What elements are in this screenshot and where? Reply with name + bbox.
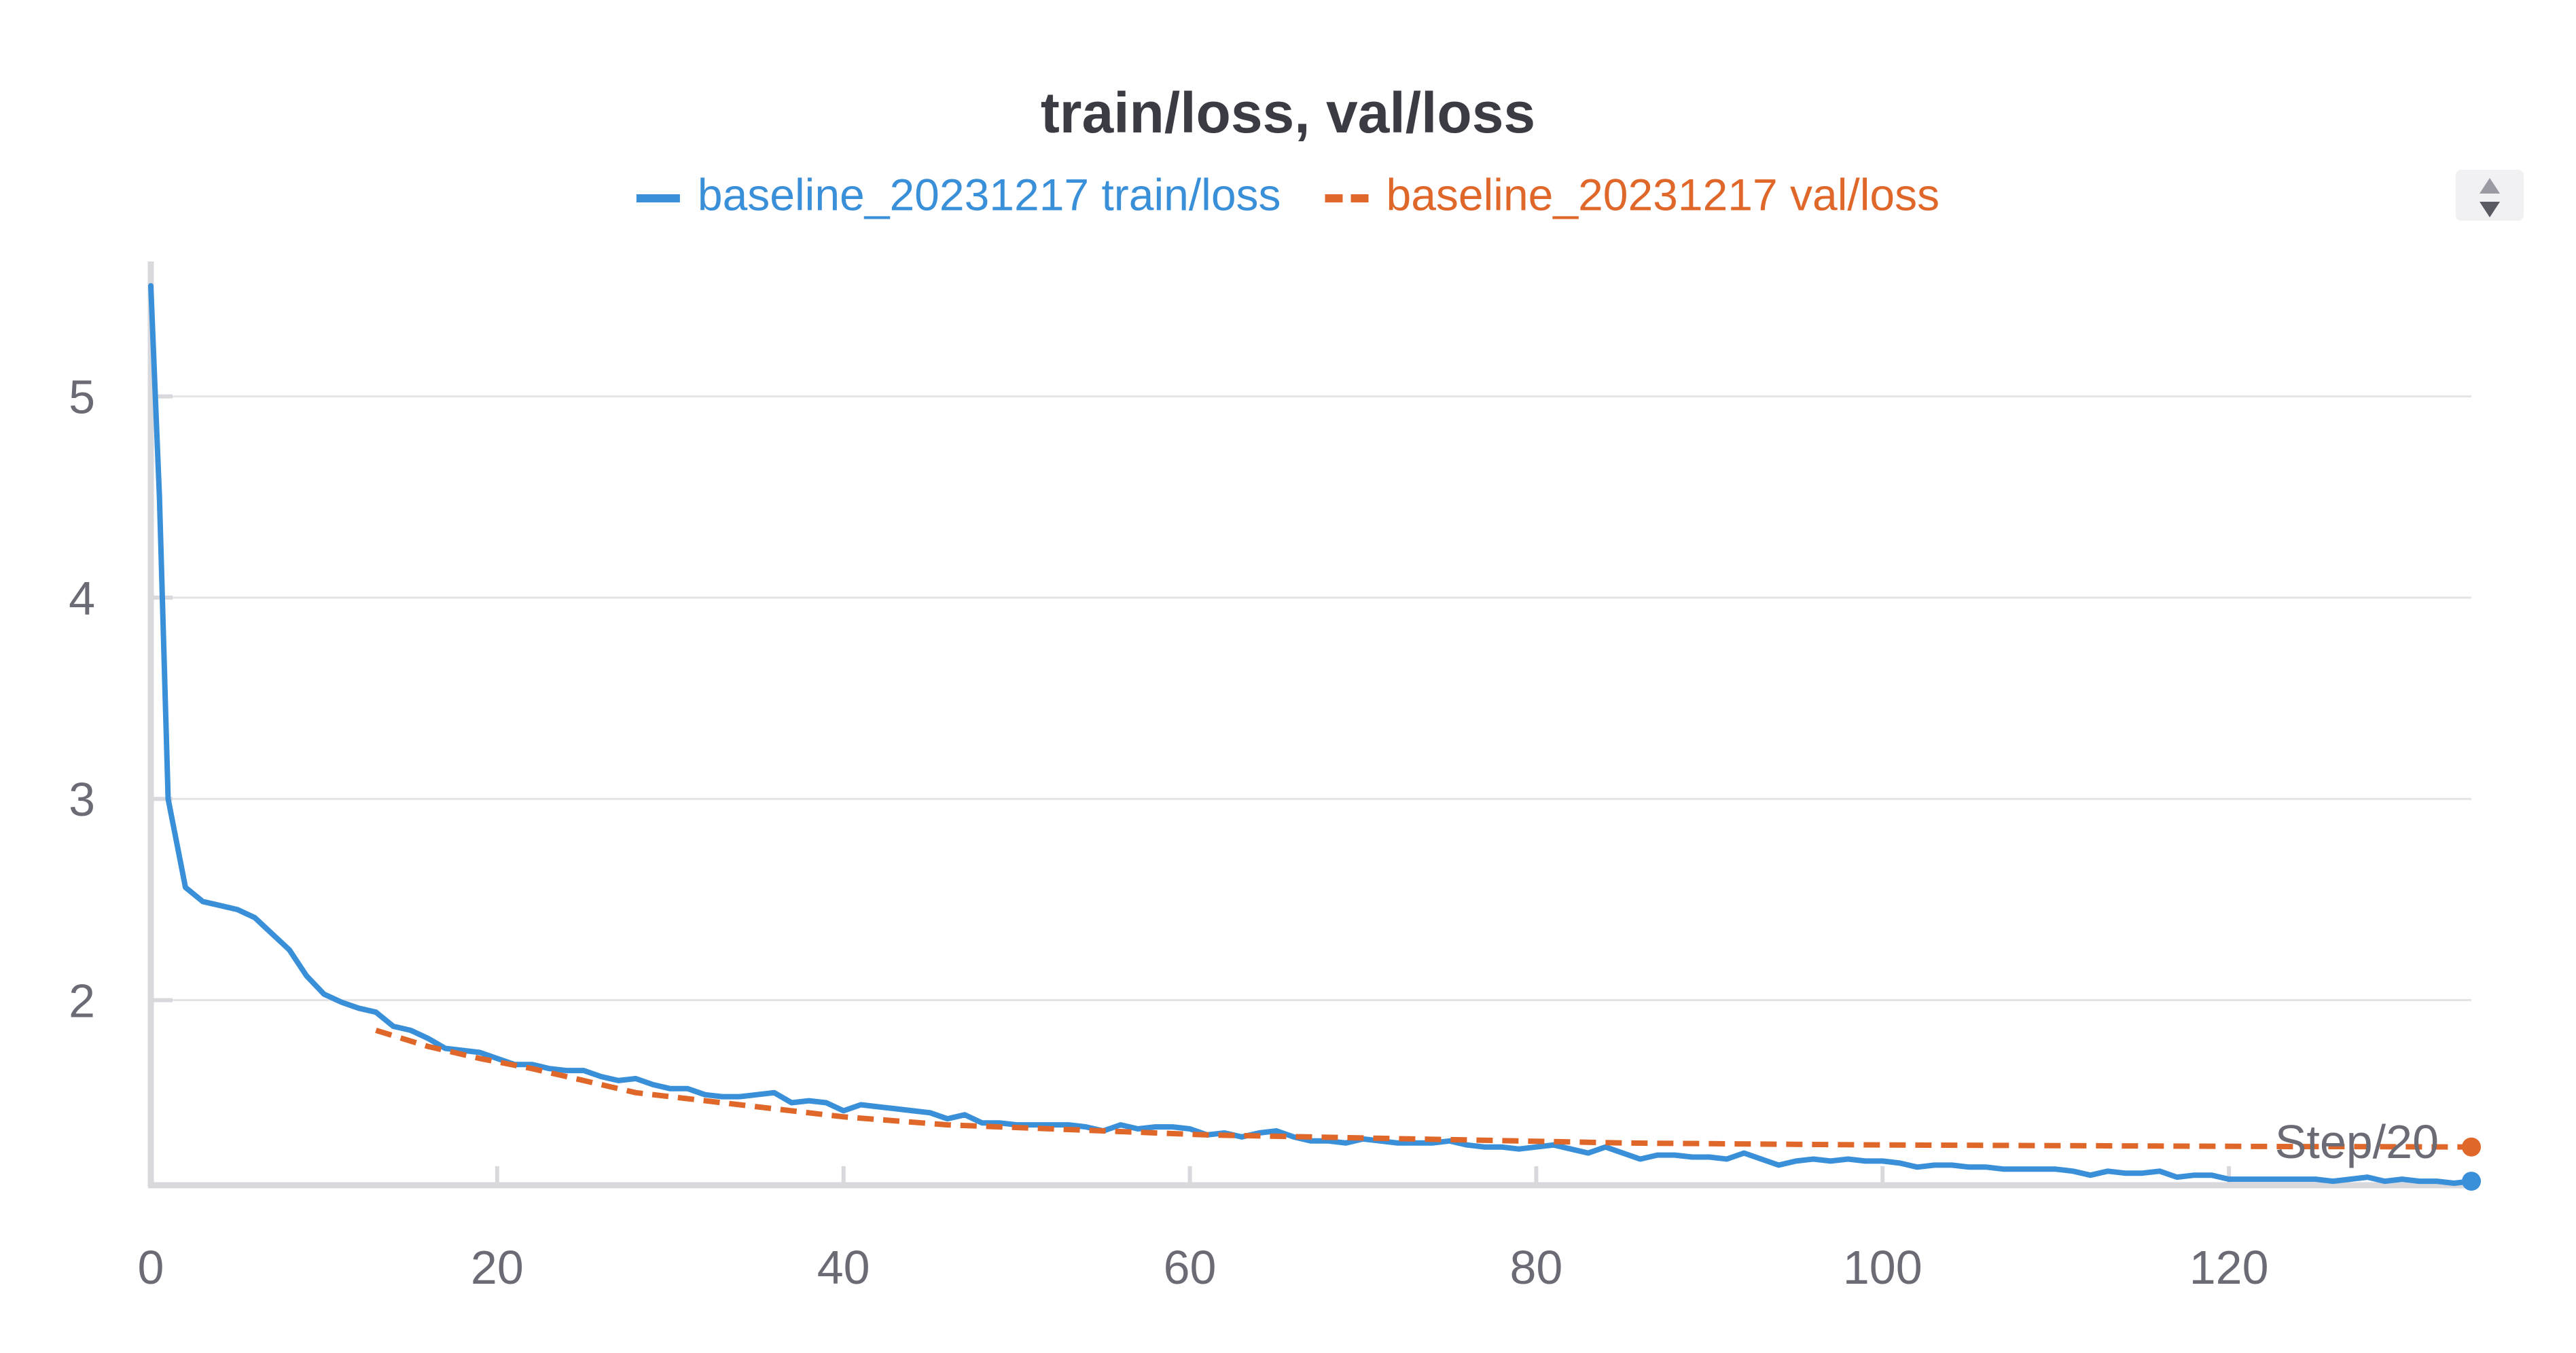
x-tick-label-20: 20 [471, 1241, 524, 1294]
x-tick-label-80: 80 [1509, 1241, 1562, 1294]
x-tick-label-120: 120 [2189, 1241, 2269, 1294]
y-tick-label-5: 5 [69, 371, 95, 424]
x-axis-ticks: 0 20 40 60 80 100 120 [138, 1166, 2269, 1294]
series-layer [148, 283, 2481, 1191]
y-tick-label-3: 3 [69, 773, 95, 826]
legend-entry-train-loss[interactable]: baseline_20231217 train/loss [636, 169, 1281, 219]
series-line-train-loss [148, 283, 2474, 1186]
legend-scroll-button[interactable] [2456, 170, 2524, 221]
x-axis-step-label: Step/20 [2275, 1115, 2439, 1168]
series-end-marker-val-loss [2462, 1137, 2481, 1157]
axes [147, 261, 2471, 1189]
grid-lines [151, 395, 2471, 1001]
chevron-down-icon[interactable] [2480, 202, 2500, 217]
legend-entry-val-loss[interactable]: baseline_20231217 val/loss [1325, 169, 1940, 219]
legend: baseline_20231217 train/loss baseline_202… [636, 169, 1940, 219]
chevron-up-icon[interactable] [2480, 178, 2500, 194]
x-tick-label-100: 100 [1843, 1241, 1922, 1294]
legend-label: baseline_20231217 val/loss [1387, 169, 1940, 219]
y-axis-ticks: 2 3 4 5 [69, 371, 173, 1027]
chart-title: train/loss, val/loss [1041, 81, 1535, 145]
x-tick-label-60: 60 [1164, 1241, 1217, 1294]
legend-label: baseline_20231217 train/loss [698, 169, 1281, 219]
y-tick-label-4: 4 [69, 572, 95, 625]
series-end-marker-train-loss [2462, 1172, 2481, 1191]
x-tick-label-40: 40 [817, 1241, 870, 1294]
series-line-val-loss [375, 1028, 2472, 1150]
x-tick-label-0: 0 [138, 1241, 164, 1294]
y-tick-label-2: 2 [69, 974, 95, 1027]
